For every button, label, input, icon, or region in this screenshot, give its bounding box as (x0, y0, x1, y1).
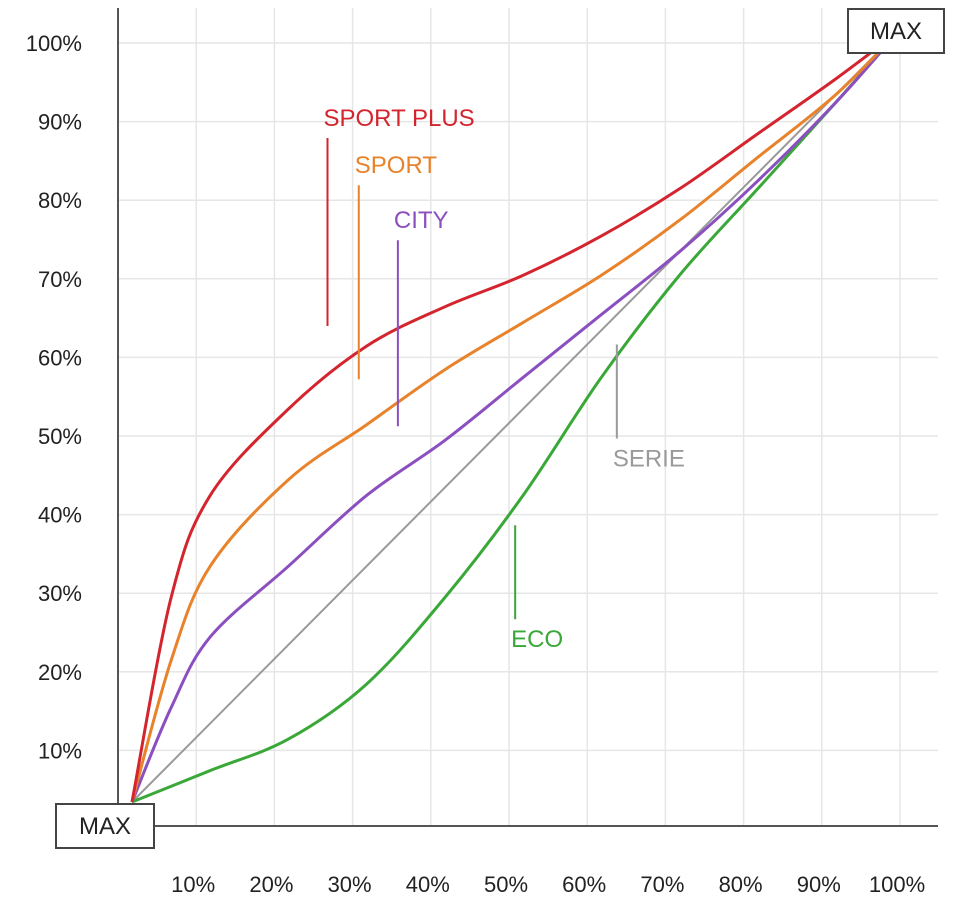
y-tick-labels: 10% 20% 30% 40% 50% 60% 70% 80% 90% 100% (26, 31, 82, 763)
x-tick-label: 30% (328, 872, 372, 897)
x-tick-label: 100% (869, 872, 925, 897)
y-tick-label: 10% (38, 738, 82, 763)
end-max-label: MAX (870, 18, 922, 45)
x-tick-label: 20% (249, 872, 293, 897)
series-labels: SERIE ECO CITY SPORT SPORT PLUS (324, 105, 685, 653)
y-tick-label: 20% (38, 660, 82, 685)
y-tick-label: 80% (38, 188, 82, 213)
sport-plus-line (130, 30, 900, 803)
x-tick-labels: 10% 20% 30% 40% 50% 60% 70% 80% 90% 100% (171, 872, 925, 897)
y-tick-label: 60% (38, 345, 82, 370)
serie-label: SERIE (613, 445, 685, 472)
sport-line (130, 30, 900, 803)
x-tick-label: 80% (719, 872, 763, 897)
x-tick-label: 90% (797, 872, 841, 897)
x-tick-label: 10% (171, 872, 215, 897)
y-tick-label: 90% (38, 110, 82, 135)
y-tick-label: 50% (38, 424, 82, 449)
series-lines (130, 30, 900, 804)
eco-label: ECO (511, 626, 563, 653)
y-tick-label: 30% (38, 581, 82, 606)
x-tick-label: 50% (484, 872, 528, 897)
city-line (130, 30, 900, 803)
y-tick-label: 40% (38, 503, 82, 528)
y-tick-label: 100% (26, 31, 82, 56)
grid (118, 8, 938, 826)
axes (117, 8, 938, 827)
x-tick-label: 60% (562, 872, 606, 897)
x-tick-label: 70% (640, 872, 684, 897)
origin-max-label: MAX (79, 813, 131, 840)
end-max-box: MAX (847, 8, 945, 54)
serie-line (131, 31, 900, 803)
eco-line (131, 30, 900, 804)
y-tick-label: 70% (38, 267, 82, 292)
origin-max-box: MAX (55, 803, 155, 849)
sport-label: SPORT (355, 152, 438, 179)
sport-plus-label: SPORT PLUS (324, 105, 475, 132)
x-tick-label: 40% (406, 872, 450, 897)
city-label: CITY (394, 207, 449, 234)
